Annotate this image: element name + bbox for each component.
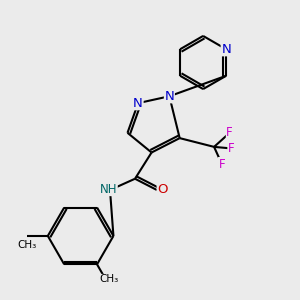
Text: O: O: [157, 184, 168, 196]
Text: N: N: [133, 97, 143, 110]
Text: CH₃: CH₃: [18, 240, 37, 250]
Text: N: N: [221, 43, 231, 56]
Text: F: F: [226, 126, 233, 139]
Text: F: F: [219, 158, 225, 171]
Text: F: F: [228, 142, 235, 155]
Text: N: N: [164, 90, 174, 103]
Text: NH: NH: [100, 183, 117, 196]
Text: CH₃: CH₃: [99, 274, 118, 284]
